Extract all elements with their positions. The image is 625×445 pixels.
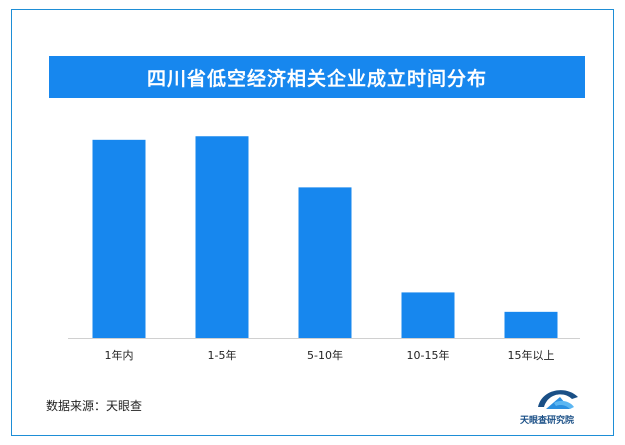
x-tick-label-2: 5-10年: [307, 348, 343, 362]
bar-4: [504, 311, 558, 338]
bar-3: [401, 292, 455, 338]
chart-title: 四川省低空经济相关企业成立时间分布: [146, 67, 487, 90]
bar-0: [92, 139, 146, 338]
x-tick-label-1: 1-5年: [208, 348, 237, 362]
data-source: 数据来源：天眼查: [46, 399, 143, 413]
bar-1: [195, 136, 249, 338]
x-tick-label-4: 15年以上: [508, 348, 555, 362]
bar-2: [298, 187, 352, 338]
logo-caption: 天眼查研究院: [520, 416, 575, 426]
x-tick-label-3: 10-15年: [407, 348, 450, 362]
x-tick-label-0: 1年内: [105, 348, 134, 362]
tianyancha-logo-icon: [538, 390, 578, 409]
title-bar: 四川省低空经济相关企业成立时间分布: [49, 56, 585, 98]
